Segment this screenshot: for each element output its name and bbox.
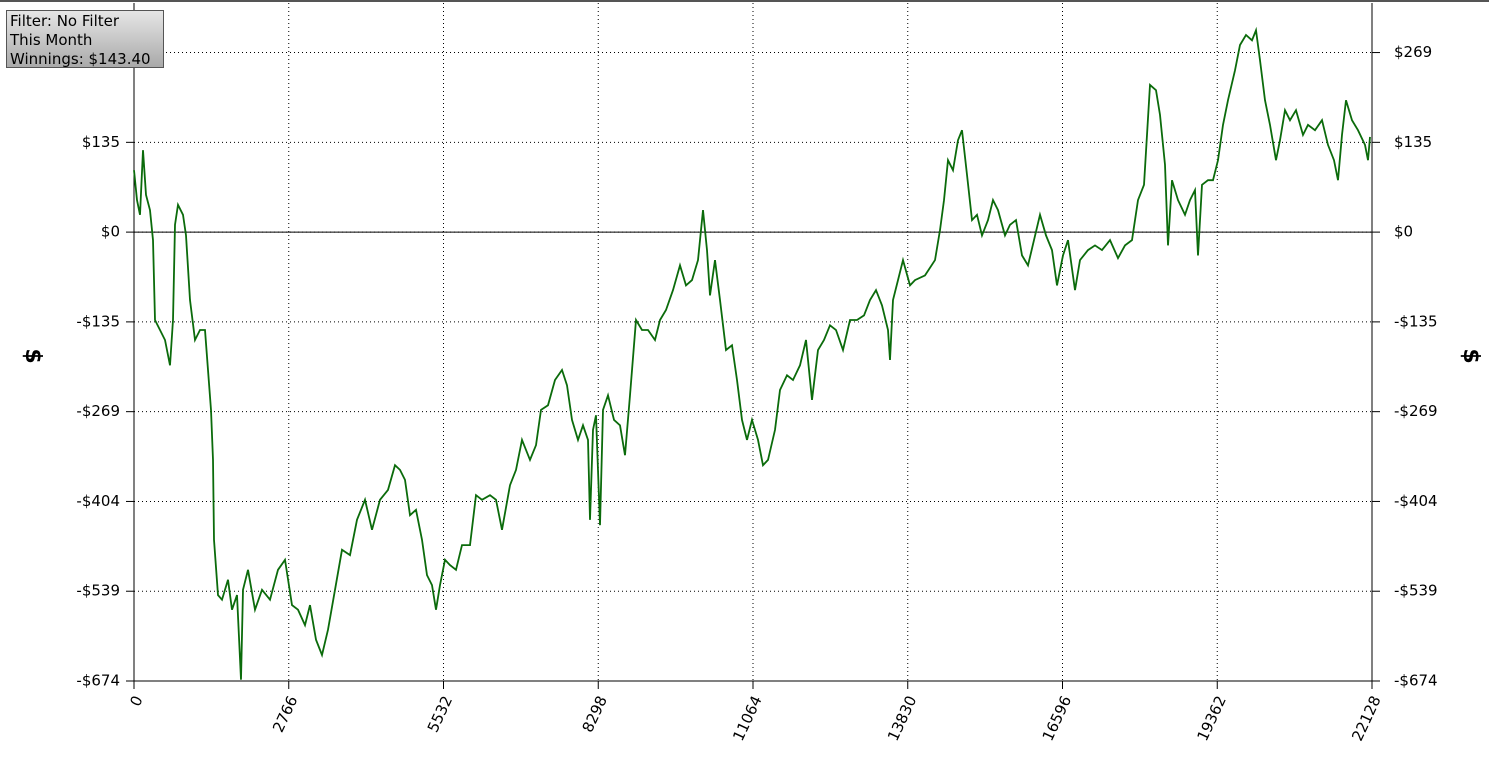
y-axis-label: $ (20, 348, 45, 363)
x-tick-label: 13830 (884, 693, 920, 744)
x-tick-label: 0 (126, 693, 146, 709)
y-tick-label: -$539 (76, 582, 120, 600)
x-tick-label: 11064 (729, 693, 765, 744)
y-tick-label: -$269 (76, 402, 120, 420)
annotation: This Month (10, 31, 93, 49)
y-tick-label-right: -$135 (1394, 312, 1438, 330)
y-tick-label-right: $269 (1394, 43, 1432, 61)
y-tick-label: -$135 (76, 312, 120, 330)
y-axis-label-right: $ (1458, 348, 1483, 363)
annotation: Filter: No Filter (10, 12, 120, 30)
y-tick-label-right: -$539 (1394, 582, 1438, 600)
y-tick-label: -$404 (76, 492, 120, 510)
x-tick-label: 8298 (579, 693, 611, 735)
filter-box: Filter: No Filter This Month Winnings: $… (6, 10, 164, 68)
y-tick-label-right: -$404 (1394, 492, 1438, 510)
x-tick-label: 22128 (1348, 693, 1384, 744)
y-tick-label: $0 (101, 223, 120, 241)
top-bar (0, 0, 1489, 2)
y-tick-label-right: $135 (1394, 133, 1432, 151)
annotation: Winnings: $143.40 (10, 50, 151, 68)
winnings-line (133, 26, 1371, 680)
y-tick-label: -$674 (76, 672, 120, 690)
y-tick-label-right: -$674 (1394, 672, 1438, 690)
y-tick-label-right: -$269 (1394, 402, 1438, 420)
y-tick-label: $135 (82, 133, 120, 151)
y-tick-label-right: $0 (1394, 223, 1413, 241)
x-tick-label: 5532 (424, 693, 456, 735)
x-tick-label: 19362 (1193, 693, 1229, 744)
x-tick-label: 16596 (1039, 693, 1075, 744)
x-tick-label: 2766 (269, 693, 301, 735)
